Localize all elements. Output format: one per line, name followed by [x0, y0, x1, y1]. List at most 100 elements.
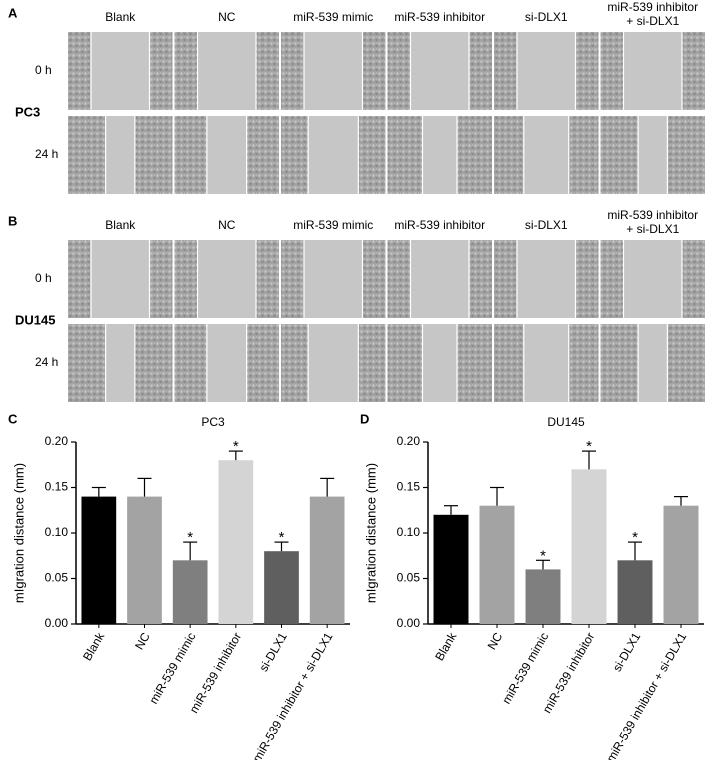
cell-layer — [456, 116, 492, 194]
x-tick-label: NC — [132, 630, 153, 652]
cell-layer — [68, 32, 91, 110]
x-tick-label: miR-539 mimic — [146, 630, 198, 706]
cell-layer — [494, 324, 524, 402]
significance-mark: * — [187, 529, 193, 546]
cell-layer — [358, 324, 386, 402]
x-tick-label: Blank — [432, 629, 460, 663]
cell-layer — [387, 324, 423, 402]
cell-layer — [469, 240, 492, 318]
micrograph — [494, 116, 599, 194]
micrograph — [387, 240, 492, 318]
column-header: si-DLX1 — [525, 218, 568, 232]
cell-layer — [134, 116, 173, 194]
x-tick-label: miR-539 inhibitor + si-DLX1 — [604, 630, 690, 760]
column-header: miR-539 inhibitor — [394, 218, 485, 232]
significance-mark: * — [586, 438, 592, 455]
row-label: 0 h — [35, 271, 52, 285]
micrograph — [494, 32, 599, 110]
significance-mark: * — [233, 438, 239, 455]
cell-layer — [281, 116, 309, 194]
cell-layer — [387, 240, 411, 318]
row-label: 0 h — [35, 63, 52, 77]
cell-layer — [281, 324, 309, 402]
cell-layer — [358, 116, 386, 194]
micrograph — [68, 32, 173, 110]
cell-layer — [600, 240, 624, 318]
micrograph — [600, 324, 705, 402]
cell-layer — [600, 32, 624, 110]
cell-layer — [575, 240, 599, 318]
bar — [309, 496, 345, 624]
cell-layer — [174, 116, 207, 194]
chart-title: PC3 — [201, 415, 225, 429]
bar — [172, 560, 208, 624]
x-tick-label: miR-539 inhibitor — [540, 630, 597, 716]
cell-layer — [149, 240, 173, 318]
cell-layer — [134, 324, 173, 402]
micrograph — [68, 116, 173, 194]
cell-layer — [456, 324, 492, 402]
y-tick-label: 0.05 — [45, 571, 69, 585]
x-tick-label: Blank — [80, 629, 108, 663]
x-tick-label: miR-539 inhibitor + si-DLX1 — [250, 630, 336, 760]
row-label: 24 h — [35, 355, 58, 369]
cell-layer — [174, 324, 207, 402]
micrograph — [494, 324, 599, 402]
bar — [525, 569, 561, 624]
significance-mark: * — [279, 529, 285, 546]
x-tick-label: miR-539 inhibitor — [187, 630, 244, 716]
bar — [479, 505, 515, 624]
cell-layer — [362, 240, 386, 318]
micrograph — [494, 240, 599, 318]
cell-line-label: DU145 — [15, 312, 55, 327]
panel-label: B — [8, 213, 17, 228]
cell-layer — [600, 116, 639, 194]
cell-layer — [174, 240, 198, 318]
cell-layer — [494, 240, 517, 318]
column-header: Blank — [105, 218, 136, 232]
column-header: NC — [218, 218, 236, 232]
y-tick-label: 0.10 — [45, 525, 69, 539]
cell-layer — [281, 240, 304, 318]
micrograph — [68, 324, 173, 402]
x-tick-label: si-DLX1 — [256, 630, 290, 674]
bar — [218, 460, 254, 624]
cell-layer — [600, 324, 639, 402]
micrograph — [281, 240, 386, 318]
cell-layer — [256, 240, 279, 318]
column-header: miR-539 mimic — [293, 218, 373, 232]
micrograph — [387, 324, 492, 402]
chart-title: DU145 — [547, 415, 585, 429]
bar — [127, 496, 162, 624]
cell-layer — [149, 32, 173, 110]
micrograph — [600, 240, 705, 318]
micrograph — [174, 324, 279, 402]
panel-label: D — [360, 411, 369, 426]
micrograph — [600, 32, 705, 110]
cell-layer — [682, 32, 705, 110]
y-axis-label: mIgration distance (mm) — [363, 463, 378, 603]
x-tick-label: miR-539 mimic — [499, 630, 551, 706]
panel-label: A — [8, 5, 18, 20]
column-header: miR-539 mimic — [293, 10, 373, 24]
micrograph — [174, 32, 279, 110]
cell-line-label: PC3 — [15, 104, 40, 119]
column-header: Blank — [105, 10, 136, 24]
micrograph — [281, 116, 386, 194]
y-tick-label: 0.20 — [397, 434, 421, 448]
cell-layer — [246, 116, 279, 194]
cell-layer — [387, 116, 423, 194]
cell-layer — [68, 116, 106, 194]
micrograph — [281, 32, 386, 110]
column-header: si-DLX1 — [525, 10, 568, 24]
cell-layer — [246, 324, 279, 402]
cell-layer — [682, 240, 705, 318]
column-header: + si-DLX1 — [626, 222, 679, 236]
cell-layer — [667, 116, 705, 194]
cell-layer — [494, 32, 517, 110]
panel-label: C — [8, 411, 18, 426]
cell-layer — [469, 32, 492, 110]
y-tick-label: 0.10 — [397, 525, 421, 539]
y-tick-label: 0.00 — [397, 616, 421, 630]
